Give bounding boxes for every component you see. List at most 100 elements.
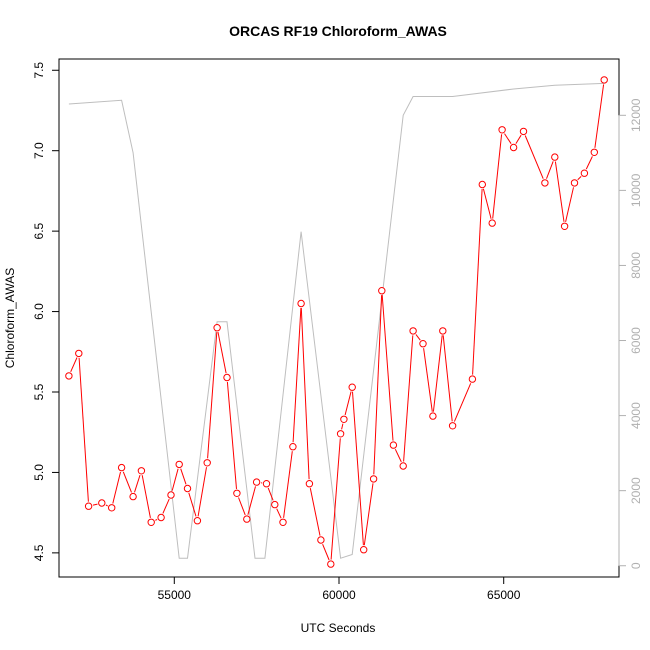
chloroform-point — [317, 536, 325, 544]
chloroform-point — [223, 373, 231, 382]
x-tick-label: 55000 — [158, 588, 192, 602]
chloroform-point — [279, 518, 287, 526]
chloroform-line-segment — [594, 84, 605, 148]
chloroform-point — [429, 412, 437, 420]
chloroform-point — [129, 492, 137, 501]
y2-tick-label: 4000 — [629, 402, 643, 429]
x-tick-label: 60000 — [322, 588, 356, 602]
chloroform-point — [175, 460, 183, 469]
y-tick-label: 6.5 — [32, 222, 46, 239]
chloroform-line-segment — [442, 335, 453, 422]
chloroform-point — [243, 515, 251, 523]
chloroform-point — [348, 383, 356, 391]
chloroform-point — [297, 299, 305, 308]
chloroform-line-segment — [341, 423, 344, 430]
y2-tick-label: 10000 — [629, 173, 643, 207]
chloroform-line-segment — [373, 295, 383, 475]
chloroform-line-segment — [134, 474, 141, 493]
chloroform-line-segment — [504, 133, 512, 144]
chloroform-line-segment — [276, 508, 282, 519]
chloroform-point — [305, 480, 314, 488]
chloroform-line-segment — [188, 492, 197, 517]
chloroform-point — [75, 349, 83, 358]
chloroform-line-segment — [162, 498, 170, 514]
chloroform-point — [590, 148, 598, 157]
chloroform-line-segment — [330, 438, 341, 560]
chloroform-point — [271, 500, 279, 509]
y2-tick-label: 0 — [629, 562, 643, 569]
chloroform-line-segment — [247, 486, 256, 515]
chloroform-point — [193, 517, 202, 525]
chloroform-line-segment — [92, 503, 98, 506]
chloroform-point — [519, 127, 528, 136]
y-tick-label: 7.0 — [32, 142, 46, 159]
chloroform-line-segment — [267, 487, 274, 501]
chloroform-line-segment — [363, 483, 374, 546]
chloroform-point — [600, 76, 608, 84]
chloroform-line-segment — [322, 544, 330, 561]
chloroform-point — [439, 327, 447, 335]
chloroform-series — [65, 76, 608, 568]
y-tick-label: 5.0 — [32, 464, 46, 481]
chloroform-line-segment — [141, 475, 151, 518]
chloroform-point — [213, 324, 221, 332]
chloroform-line-segment — [292, 307, 302, 443]
y2-tick-label: 2000 — [629, 477, 643, 504]
chloroform-point — [84, 502, 93, 510]
x-axis: 55000 60000 65000 — [158, 576, 521, 602]
chloroform-point — [336, 430, 345, 438]
chloroform-line-segment — [415, 334, 421, 341]
chloroform-line-segment — [217, 332, 227, 374]
chart-title: ORCAS RF19 Chloroform_AWAS — [229, 23, 447, 39]
chloroform-point — [137, 467, 146, 475]
y-tick-label: 4.5 — [32, 544, 46, 561]
chloroform-point — [360, 546, 368, 554]
chloroform-line-segment — [565, 187, 574, 223]
chloroform-point — [98, 499, 106, 507]
chloroform-line-segment — [524, 135, 544, 179]
chloroform-point — [570, 179, 579, 187]
chloroform-line-segment — [344, 391, 352, 416]
y-axis-right: 0 2000 4000 6000 8000 10000 12000 — [618, 98, 643, 569]
chloroform-line-segment — [482, 188, 492, 219]
chloroform-point — [448, 422, 457, 430]
y-tick-label: 6.0 — [32, 303, 46, 320]
chloroform-point — [488, 219, 496, 227]
altitude-line — [68, 82, 605, 559]
chloroform-line-segment — [283, 451, 293, 518]
chloroform-point — [378, 287, 386, 295]
y-axis-left: 4.5 5.0 5.5 6.0 6.5 7.0 7.5 — [32, 62, 60, 561]
chloroform-point — [468, 375, 477, 383]
chloroform-point — [551, 153, 559, 161]
chloroform-point — [580, 169, 589, 177]
altitude-series — [68, 82, 605, 559]
chloroform-line-segment — [112, 471, 121, 504]
chloroform-line-segment — [403, 335, 414, 462]
chloroform-point — [117, 463, 126, 472]
chloroform-line-segment — [155, 519, 158, 521]
chloroform-point — [183, 484, 192, 493]
chloroform-line-segment — [180, 468, 187, 485]
chloroform-point — [340, 415, 348, 423]
chloroform-line-segment — [300, 307, 310, 480]
chloroform-point — [252, 478, 261, 486]
chloroform-point — [399, 462, 407, 470]
y-axis-label: Chloroform_AWAS — [3, 268, 17, 368]
chloroform-point — [369, 475, 378, 483]
chloroform-point — [419, 340, 427, 348]
chloroform-line-segment — [515, 134, 522, 144]
chloroform-line-segment — [453, 383, 472, 422]
chloroform-point — [157, 513, 165, 522]
chloroform-line-segment — [577, 176, 582, 181]
chloroform-point — [262, 480, 271, 488]
x-tick-label: 65000 — [487, 588, 521, 602]
y-tick-label: 5.5 — [32, 383, 46, 400]
chloroform-line-segment — [171, 468, 179, 491]
chloroform-line-segment — [309, 487, 321, 536]
chloroform-line-segment — [207, 332, 218, 459]
chloroform-point — [289, 443, 297, 451]
chloroform-line-segment — [122, 471, 132, 493]
chloroform-line-segment — [492, 134, 503, 219]
chloroform-line-segment — [238, 497, 246, 516]
chloroform-point — [147, 518, 155, 526]
